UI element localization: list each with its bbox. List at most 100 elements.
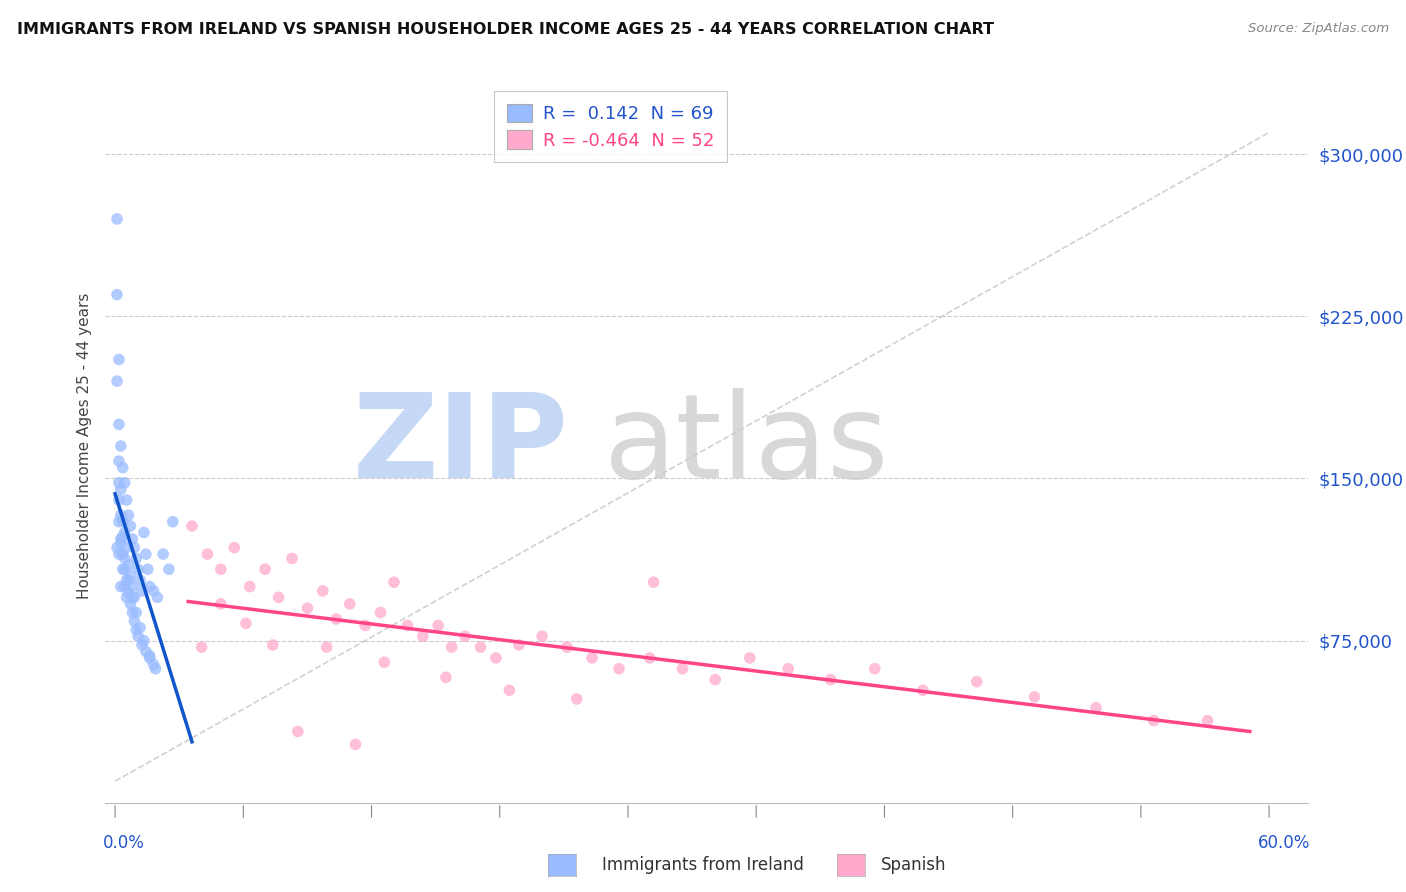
Point: [121, 580, 143, 594]
Point: [108, 417, 131, 432]
Point: [966, 674, 988, 689]
Point: [108, 515, 131, 529]
Point: [454, 629, 477, 643]
Point: [508, 638, 530, 652]
Point: [152, 547, 174, 561]
Point: [607, 662, 630, 676]
Text: Immigrants from Ireland: Immigrants from Ireland: [602, 856, 804, 874]
Point: [339, 597, 361, 611]
Point: [110, 532, 132, 546]
Point: [209, 597, 232, 611]
Point: [235, 616, 257, 631]
Point: [115, 573, 138, 587]
Point: [131, 583, 153, 598]
Point: [262, 638, 284, 652]
Point: [138, 648, 160, 663]
Point: [115, 493, 138, 508]
Text: ZIP: ZIP: [353, 389, 568, 503]
Point: [120, 519, 142, 533]
Point: [146, 591, 169, 605]
Point: [778, 662, 800, 676]
Point: [157, 562, 180, 576]
Point: [190, 640, 212, 654]
Point: [1197, 714, 1219, 728]
Point: [138, 580, 160, 594]
Point: [120, 568, 142, 582]
Point: [111, 547, 134, 561]
Point: [1085, 700, 1108, 714]
Point: [105, 541, 128, 555]
Point: [110, 482, 132, 496]
Point: [643, 575, 665, 590]
Point: [267, 591, 290, 605]
Point: [181, 519, 204, 533]
Point: [427, 618, 450, 632]
Point: [121, 606, 143, 620]
Point: [111, 515, 134, 529]
Text: Source: ZipAtlas.com: Source: ZipAtlas.com: [1249, 22, 1389, 36]
Point: [105, 374, 128, 388]
Point: [1024, 690, 1046, 704]
Point: [127, 629, 149, 643]
Point: [117, 586, 139, 600]
Point: [108, 352, 131, 367]
Point: [470, 640, 492, 654]
Point: [121, 532, 143, 546]
Point: [197, 547, 219, 561]
Point: [132, 525, 155, 540]
Point: [297, 601, 319, 615]
Point: [114, 580, 136, 594]
Point: [111, 530, 134, 544]
Text: Spanish: Spanish: [882, 856, 946, 874]
Point: [370, 606, 392, 620]
Point: [110, 508, 132, 523]
Point: [209, 562, 232, 576]
Point: [142, 657, 165, 672]
Legend: R =  0.142  N = 69, R = -0.464  N = 52: R = 0.142 N = 69, R = -0.464 N = 52: [494, 91, 727, 162]
Point: [485, 651, 508, 665]
Point: [239, 580, 262, 594]
Point: [105, 287, 128, 301]
Point: [117, 558, 139, 572]
Point: [108, 475, 131, 490]
Point: [127, 562, 149, 576]
Point: [132, 633, 155, 648]
Point: [110, 536, 132, 550]
Point: [863, 662, 886, 676]
Point: [344, 738, 367, 752]
Point: [224, 541, 246, 555]
Point: [911, 683, 934, 698]
Point: [254, 562, 277, 576]
Point: [315, 640, 337, 654]
Text: 0.0%: 0.0%: [103, 834, 145, 852]
Point: [738, 651, 761, 665]
Point: [671, 662, 693, 676]
Point: [704, 673, 727, 687]
Point: [124, 614, 146, 628]
Point: [135, 547, 157, 561]
Point: [555, 640, 578, 654]
Point: [129, 573, 152, 587]
Point: [565, 692, 588, 706]
Point: [114, 551, 136, 566]
Point: [125, 606, 148, 620]
Point: [434, 670, 457, 684]
Point: [129, 621, 152, 635]
Point: [115, 541, 138, 555]
Point: [108, 454, 131, 468]
Point: [820, 673, 842, 687]
Point: [117, 573, 139, 587]
Point: [135, 644, 157, 658]
Point: [115, 591, 138, 605]
Point: [117, 508, 139, 523]
Point: [498, 683, 520, 698]
Point: [312, 583, 335, 598]
Text: 60.0%: 60.0%: [1258, 834, 1310, 852]
Point: [124, 541, 146, 555]
Point: [142, 583, 165, 598]
Text: atlas: atlas: [605, 389, 890, 503]
Point: [120, 597, 142, 611]
Point: [581, 651, 603, 665]
Point: [396, 618, 419, 632]
Point: [325, 612, 347, 626]
